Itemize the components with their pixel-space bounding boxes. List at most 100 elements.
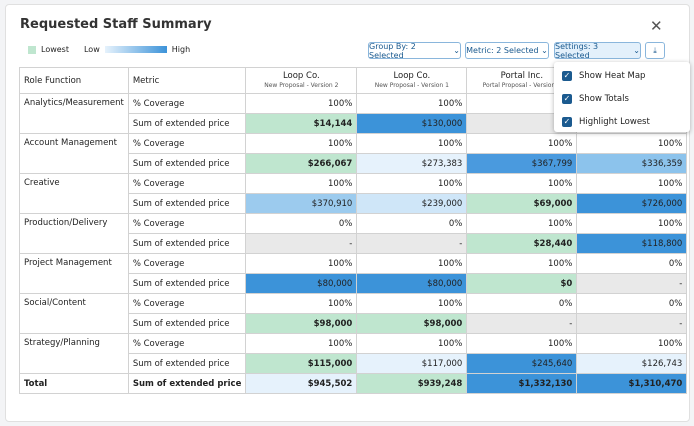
value-cell: 0% (466, 293, 578, 314)
column-subtitle: New Proposal - Version 2 (264, 81, 339, 89)
total-label: Total (19, 373, 129, 394)
role-cell: Project Management (19, 253, 129, 294)
value-cell: $370,910 (245, 193, 358, 214)
column-subtitle: Portal Proposal - Version 1 (482, 81, 562, 89)
value-cell: 0% (576, 253, 688, 274)
value-cell: $1,332,130 (466, 373, 578, 394)
value-cell: 100% (356, 133, 468, 154)
role-cell: Creative (19, 173, 129, 214)
metric-cell: % Coverage (127, 333, 247, 354)
value-cell: $117,000 (356, 353, 468, 374)
value-cell: 100% (245, 253, 358, 274)
legend-label: Lowest (41, 45, 69, 54)
value-cell: $80,000 (245, 273, 358, 294)
role-cell: Strategy/Planning (19, 333, 129, 374)
metric-cell: % Coverage (127, 213, 247, 234)
value-cell: $98,000 (245, 313, 358, 334)
value-cell: $28,440 (466, 233, 578, 254)
metric-cell: Sum of extended price (127, 113, 247, 134)
value-cell: 100% (576, 133, 688, 154)
value-cell: $0 (466, 273, 578, 294)
column-subtitle: New Proposal - Version 1 (374, 81, 449, 89)
value-cell: 100% (356, 293, 468, 314)
legend: Lowest Low High (28, 45, 190, 54)
value-cell: $367,799 (466, 153, 578, 174)
table-row: Analytics/Measurement% Coverage100%100%0… (19, 93, 688, 134)
close-button[interactable]: ✕ (650, 17, 663, 35)
value-cell: $130,000 (356, 113, 468, 134)
value-cell: $939,248 (356, 373, 468, 394)
role-cell: Production/Delivery (19, 213, 129, 254)
column-name: Metric (132, 75, 160, 86)
table-row: Production/Delivery% Coverage 0% 0% 100% 100… (19, 213, 688, 254)
value-cell: 100% (576, 173, 688, 194)
value-cell: 100% (245, 133, 358, 154)
value-cell: - (576, 313, 688, 334)
menu-option[interactable]: ✓ Show Heat Map (562, 71, 645, 81)
dialog-title: Requested Staff Summary (20, 17, 212, 32)
table-row: Sum of extended price $115,000 $117,000 $24… (20, 353, 688, 374)
summary-table: Role Function Metric Loop Co. New Proposal … (19, 67, 688, 394)
metric-cell: Sum of extended price (127, 193, 247, 214)
metric-cell: % Coverage (127, 293, 247, 314)
column-name: Role Function (24, 75, 82, 86)
value-cell: $69,000 (466, 193, 578, 214)
value-cell: 0% (576, 293, 688, 314)
table-row: Creative% Coverage 100% 100% 100% 100% (19, 173, 688, 214)
value-cell: $14,144 (245, 113, 358, 134)
settings-button[interactable]: Settings: 3 Selected ⌄ (554, 41, 641, 60)
metric-cell: % Coverage (127, 133, 247, 154)
lowest-swatch (28, 45, 36, 54)
value-cell: $126,743 (576, 353, 688, 374)
value-cell: $945,502 (245, 373, 358, 394)
value-cell: 100% (356, 253, 468, 274)
role-cell: Social/Content (19, 293, 129, 334)
metric-cell: Sum of extended price (127, 373, 247, 394)
value-cell: $245,640 (466, 353, 578, 374)
metric-cell: Sum of extended price (127, 353, 247, 374)
value-cell: 100% (466, 173, 578, 194)
role-cell: Analytics/Measurement (19, 93, 129, 134)
value-cell: - (356, 233, 468, 254)
value-cell: $80,000 (356, 273, 468, 294)
column-name: Loop Co. (282, 70, 320, 81)
column-name: Loop Co. (393, 70, 431, 81)
value-cell: - (466, 313, 578, 334)
metric-cell: Sum of extended price (127, 233, 247, 254)
table-row: Account Management% Coverage 100% 100% 100%… (19, 133, 688, 174)
column-header: Loop Co. New Proposal - Version 1 (356, 67, 468, 94)
value-cell: 100% (245, 93, 358, 114)
checkbox[interactable]: ✓ (562, 71, 572, 81)
button-label: Metric: 2 Selected (466, 46, 539, 55)
value-cell: 100% (466, 133, 578, 154)
table-row: Sum of extended price $266,067 $273,383 $36… (20, 153, 688, 174)
total-row: Total Sum of extended price $945,502 $939,2… (19, 373, 688, 394)
checkbox[interactable]: ✓ (562, 94, 572, 104)
group-by-button[interactable]: Group By: 2 Selected ⌄ (368, 41, 461, 60)
checkbox[interactable]: ✓ (562, 117, 572, 127)
value-cell: 100% (466, 333, 578, 354)
value-cell: $98,000 (356, 313, 468, 334)
value-cell: 100% (356, 333, 468, 354)
button-label: Group By: 2 Selected (369, 41, 416, 60)
table-row: Strategy/Planning% Coverage 100% 100% 100% 1… (19, 333, 688, 374)
value-cell: $266,067 (245, 153, 358, 174)
metric-button[interactable]: Metric: 2 Selected ⌄ (465, 42, 549, 59)
table-row: Sum of extended price $80,000 $80,000 $0- (20, 273, 688, 294)
menu-option[interactable]: ✓ Highlight Lowest (562, 117, 650, 127)
metric-cell: % Coverage (127, 173, 247, 194)
metric-cell: Sum of extended price (127, 153, 247, 174)
settings-menu: ✓ Show Heat Map ✓ Show Totals ✓ Highlight Low… (554, 62, 690, 132)
value-cell: 0% (356, 213, 468, 234)
value-cell: $726,000 (576, 193, 688, 214)
option-label: Show Totals (579, 94, 629, 104)
value-cell: $336,359 (576, 153, 688, 174)
heat-gradient (104, 46, 167, 53)
menu-option[interactable]: ✓ Show Totals (562, 94, 629, 104)
value-cell: $1,310,470 (576, 373, 688, 394)
column-header: Loop Co. New Proposal - Version 2 (245, 67, 358, 94)
table-row: Project Management% Coverage 100% 100% 100%… (19, 253, 688, 294)
download-button[interactable]: ⤓ (645, 42, 665, 59)
value-cell: $239,000 (356, 193, 468, 214)
value-cell: - (576, 273, 688, 294)
